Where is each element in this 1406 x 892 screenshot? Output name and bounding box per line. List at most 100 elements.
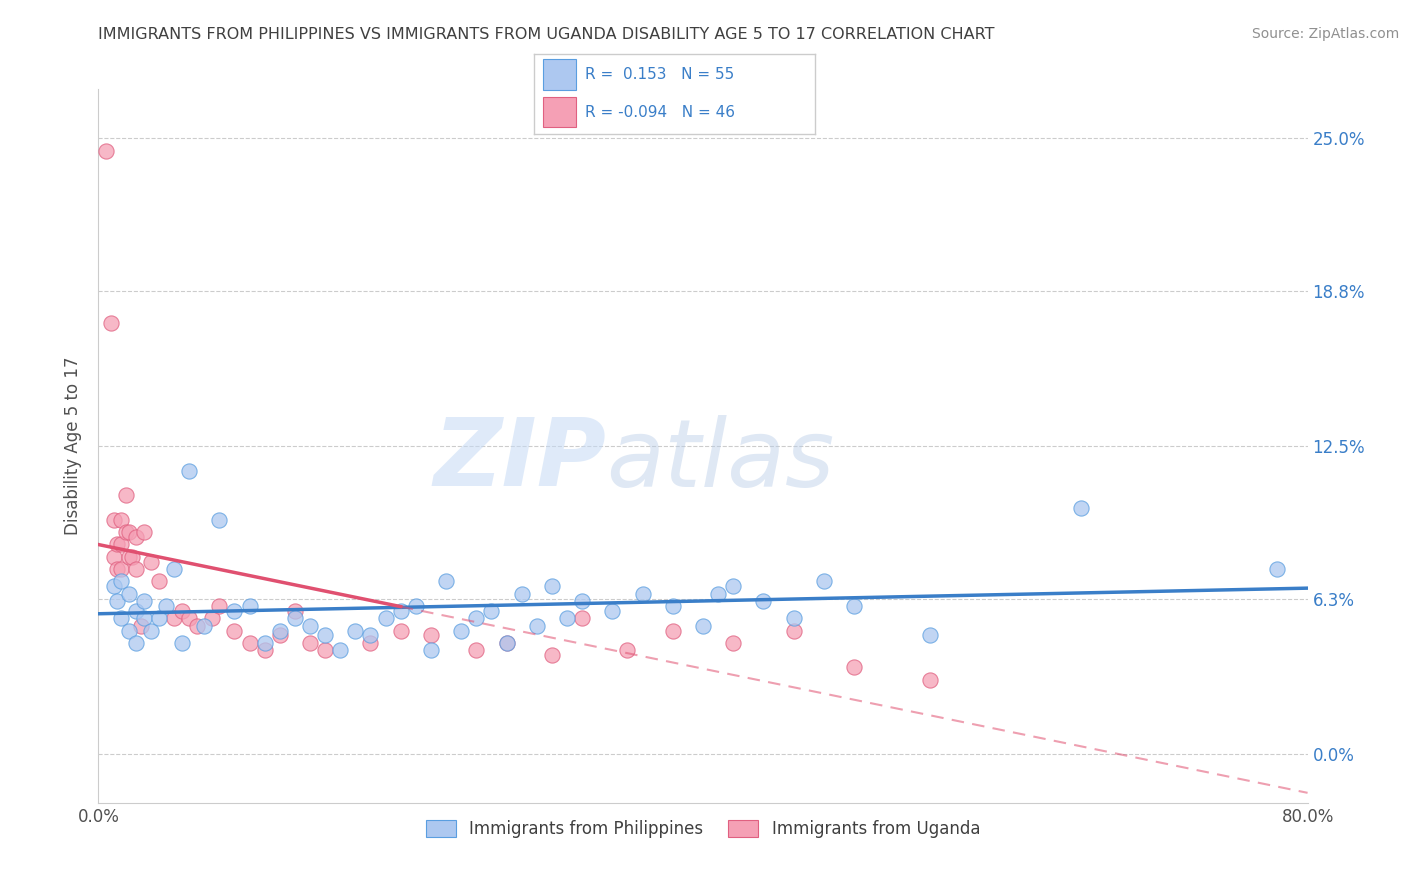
- Point: [420, 643, 443, 657]
- Y-axis label: Disability Age 5 to 17: Disability Age 5 to 17: [65, 357, 83, 535]
- Point: [783, 611, 806, 625]
- Point: [110, 611, 132, 625]
- Point: [571, 611, 593, 625]
- Point: [661, 624, 683, 638]
- Point: [918, 673, 941, 687]
- Point: [374, 611, 396, 625]
- Point: [510, 587, 533, 601]
- Point: [844, 660, 866, 674]
- Point: [224, 624, 246, 638]
- Point: [1267, 562, 1289, 576]
- Point: [253, 643, 276, 657]
- Bar: [543, 59, 576, 90]
- Point: [481, 604, 503, 618]
- Point: [179, 611, 201, 625]
- Point: [125, 562, 148, 576]
- Point: [707, 587, 730, 601]
- Point: [100, 316, 122, 330]
- Point: [94, 144, 117, 158]
- Text: ZIP: ZIP: [433, 414, 606, 507]
- Point: [783, 624, 806, 638]
- Point: [179, 464, 201, 478]
- Point: [125, 604, 148, 618]
- Point: [103, 549, 125, 564]
- Point: [141, 555, 163, 569]
- Point: [405, 599, 427, 613]
- Text: R = -0.094   N = 46: R = -0.094 N = 46: [585, 104, 735, 120]
- Point: [269, 628, 291, 642]
- Point: [105, 562, 128, 576]
- Point: [129, 618, 152, 632]
- Point: [723, 636, 745, 650]
- Point: [360, 628, 382, 642]
- Point: [186, 618, 208, 632]
- Point: [571, 594, 593, 608]
- Point: [344, 624, 367, 638]
- Point: [661, 599, 683, 613]
- Text: atlas: atlas: [606, 415, 835, 506]
- Point: [239, 599, 262, 613]
- Bar: [543, 97, 576, 128]
- Point: [155, 599, 177, 613]
- Point: [495, 636, 517, 650]
- Point: [1070, 500, 1092, 515]
- Point: [314, 643, 336, 657]
- Point: [105, 537, 128, 551]
- Point: [389, 624, 412, 638]
- Text: IMMIGRANTS FROM PHILIPPINES VS IMMIGRANTS FROM UGANDA DISABILITY AGE 5 TO 17 COR: IMMIGRANTS FROM PHILIPPINES VS IMMIGRANT…: [98, 27, 995, 42]
- Point: [465, 611, 488, 625]
- Point: [723, 579, 745, 593]
- Point: [103, 579, 125, 593]
- Point: [602, 604, 624, 618]
- Point: [692, 618, 714, 632]
- Point: [114, 525, 136, 540]
- Point: [118, 549, 141, 564]
- Point: [253, 636, 276, 650]
- Point: [163, 562, 186, 576]
- Point: [434, 574, 457, 589]
- Text: R =  0.153   N = 55: R = 0.153 N = 55: [585, 67, 734, 82]
- Point: [141, 624, 163, 638]
- Point: [299, 618, 322, 632]
- Point: [201, 611, 224, 625]
- Point: [148, 611, 170, 625]
- Point: [118, 525, 141, 540]
- Point: [284, 604, 307, 618]
- Point: [148, 574, 170, 589]
- Point: [193, 618, 215, 632]
- Point: [110, 513, 132, 527]
- Point: [132, 611, 155, 625]
- Point: [918, 628, 941, 642]
- Text: Source: ZipAtlas.com: Source: ZipAtlas.com: [1251, 27, 1399, 41]
- Point: [329, 643, 352, 657]
- Point: [526, 618, 548, 632]
- Point: [118, 624, 141, 638]
- Point: [121, 549, 143, 564]
- Point: [103, 513, 125, 527]
- Point: [540, 579, 562, 593]
- Point: [465, 643, 488, 657]
- Point: [450, 624, 472, 638]
- Point: [844, 599, 866, 613]
- Point: [132, 594, 155, 608]
- Point: [299, 636, 322, 650]
- Point: [125, 530, 148, 544]
- Point: [170, 604, 193, 618]
- Point: [616, 643, 638, 657]
- Point: [239, 636, 262, 650]
- Point: [132, 525, 155, 540]
- Point: [125, 636, 148, 650]
- Point: [752, 594, 775, 608]
- Point: [420, 628, 443, 642]
- Point: [495, 636, 517, 650]
- Point: [118, 587, 141, 601]
- Point: [389, 604, 412, 618]
- Point: [110, 574, 132, 589]
- Point: [110, 537, 132, 551]
- Point: [208, 599, 231, 613]
- Point: [208, 513, 231, 527]
- Point: [170, 636, 193, 650]
- Point: [813, 574, 835, 589]
- Point: [105, 594, 128, 608]
- Point: [314, 628, 336, 642]
